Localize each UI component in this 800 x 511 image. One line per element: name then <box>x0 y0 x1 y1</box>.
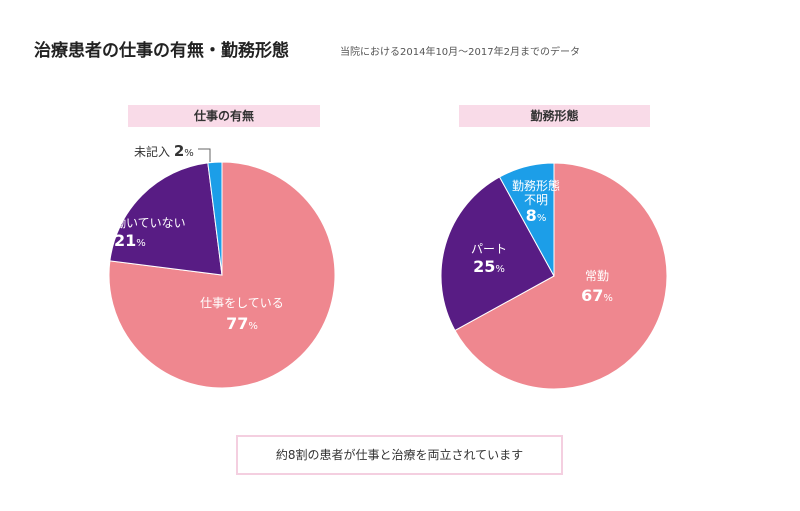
data-period-note: 当院における2014年10月～2017年2月までのデータ <box>340 47 580 58</box>
slice-label-0-0: 仕事をしている <box>200 296 284 310</box>
slice-value-0-1: 21% <box>114 231 146 250</box>
pie-slice-1-2 <box>498 162 555 277</box>
slice-value-1-2: 8% <box>526 206 547 225</box>
chart-title-employment-type: 勤務形態 <box>459 105 650 127</box>
slice-label-0-2: 未記入 2% <box>134 142 194 160</box>
slice-label-0-1: 働いていない <box>114 216 186 230</box>
page-title: 治療患者の仕事の有無・勤務形態 <box>34 41 289 61</box>
slice-label-1-2: 勤務形態不明 <box>512 178 560 207</box>
chart-title-work-status: 仕事の有無 <box>128 105 320 127</box>
summary-box: 約8割の患者が仕事と治療を両立されています <box>236 435 563 475</box>
pie-slice-0-1 <box>109 162 223 276</box>
slice-value-0-0: 77% <box>226 314 258 333</box>
slice-value-1-0: 67% <box>581 286 613 305</box>
leader-line-0-2 <box>198 148 211 162</box>
slice-value-1-1: 25% <box>473 257 505 276</box>
pie-slice-1-1 <box>440 176 555 332</box>
slice-label-1-1: パート <box>471 242 507 256</box>
slice-label-1-0: 常勤 <box>585 269 609 283</box>
pie-slice-1-0 <box>454 162 668 390</box>
pie-slice-0-2 <box>207 161 223 276</box>
